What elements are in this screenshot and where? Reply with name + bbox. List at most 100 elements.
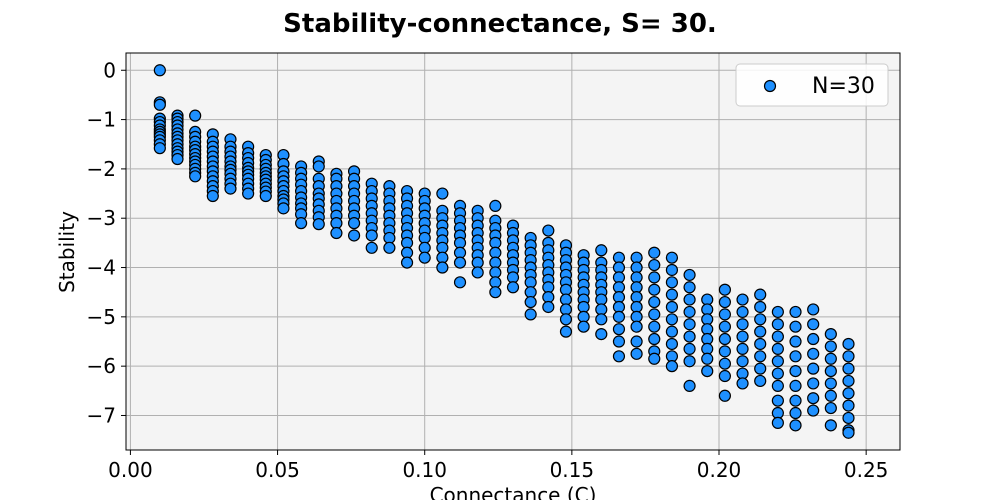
x-tick-label: 0.10 <box>402 458 447 482</box>
data-point <box>577 320 590 333</box>
data-point <box>612 310 626 323</box>
data-point <box>648 295 661 309</box>
data-point <box>171 152 184 166</box>
data-point <box>718 308 731 321</box>
data-point <box>771 379 784 392</box>
data-point <box>736 377 749 390</box>
data-point <box>754 350 767 363</box>
data-point <box>400 256 414 269</box>
data-point <box>683 305 696 319</box>
data-point <box>489 286 502 299</box>
data-point <box>312 160 325 173</box>
data-point <box>524 308 537 321</box>
y-tick-label: −5 <box>87 305 116 329</box>
data-point <box>383 241 396 254</box>
data-point <box>542 300 555 314</box>
data-point <box>718 295 731 309</box>
data-point <box>471 266 484 279</box>
data-point <box>347 229 361 242</box>
data-point <box>807 318 820 331</box>
data-point <box>683 293 696 306</box>
y-tick-label: 0 <box>103 58 116 82</box>
data-point <box>807 303 820 316</box>
data-point <box>807 404 820 417</box>
y-axis-label: Stability <box>55 211 79 293</box>
data-point <box>754 337 767 351</box>
data-point <box>665 337 679 351</box>
data-point <box>683 281 696 294</box>
data-point <box>789 320 802 333</box>
data-point <box>665 288 679 301</box>
data-point <box>824 352 837 365</box>
data-point <box>595 244 608 257</box>
data-point <box>206 189 219 203</box>
data-point <box>559 325 573 338</box>
data-point <box>824 419 837 432</box>
x-tick-label: 0.20 <box>697 458 742 482</box>
data-point <box>754 288 767 301</box>
data-point <box>824 328 837 341</box>
data-point <box>718 320 731 333</box>
data-point <box>612 335 626 348</box>
data-point <box>771 330 784 343</box>
data-point <box>789 350 802 363</box>
data-point <box>436 261 449 274</box>
data-point <box>701 364 714 378</box>
data-point <box>807 332 820 346</box>
data-point <box>365 241 378 254</box>
data-point <box>807 362 820 375</box>
data-point <box>648 258 661 272</box>
data-point <box>648 271 661 284</box>
data-point <box>630 347 643 360</box>
legend-marker <box>763 79 777 93</box>
data-point <box>277 202 290 215</box>
data-point <box>718 357 731 370</box>
data-point <box>295 217 308 230</box>
y-tick-label: −4 <box>87 256 116 280</box>
x-axis-ticks: 0.00 0.05 0.10 0.15 0.20 0.25 <box>108 450 888 482</box>
data-point <box>771 367 784 380</box>
data-point <box>736 342 749 356</box>
data-point <box>648 352 661 365</box>
data-point <box>153 142 166 155</box>
data-point <box>771 355 784 368</box>
data-point <box>824 401 837 415</box>
data-point <box>648 332 661 346</box>
data-point <box>506 281 520 294</box>
data-point <box>754 313 767 326</box>
data-point <box>754 325 767 338</box>
data-point <box>736 355 749 368</box>
data-point <box>842 426 855 439</box>
data-point <box>453 276 467 289</box>
data-point <box>771 318 784 331</box>
data-point <box>683 355 696 368</box>
data-point <box>365 229 378 242</box>
data-point <box>754 362 767 375</box>
plot-frame <box>125 52 901 451</box>
data-point <box>771 394 784 407</box>
data-point <box>789 379 802 392</box>
data-point <box>736 330 749 343</box>
data-point <box>789 419 802 432</box>
data-point <box>736 305 749 319</box>
data-point <box>665 300 679 314</box>
data-point <box>718 283 731 296</box>
data-point <box>259 189 272 203</box>
data-point <box>312 218 325 231</box>
data-point <box>189 109 202 122</box>
data-point <box>153 98 166 111</box>
x-tick-label: 0.05 <box>255 458 300 482</box>
data-point <box>807 392 820 405</box>
data-point <box>453 256 467 269</box>
data-point <box>224 182 237 195</box>
data-point <box>595 313 608 326</box>
data-point <box>771 342 784 356</box>
data-point <box>824 340 837 353</box>
data-point <box>665 360 679 373</box>
data-point <box>612 350 626 363</box>
data-point <box>771 305 784 319</box>
data-point <box>683 379 696 392</box>
data-point <box>524 295 537 309</box>
x-tick-label: 0.00 <box>108 458 153 482</box>
